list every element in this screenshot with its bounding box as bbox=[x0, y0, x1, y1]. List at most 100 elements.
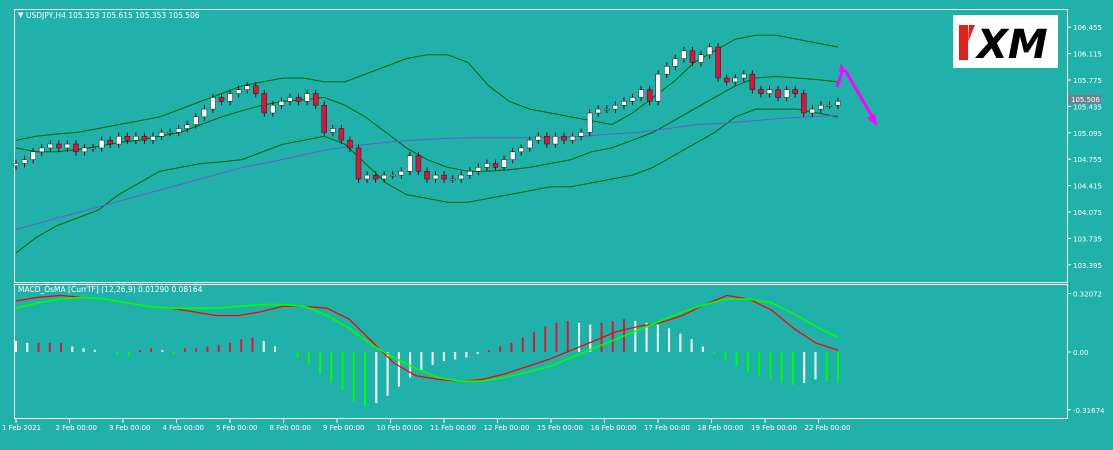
bear-candle-body bbox=[295, 97, 302, 102]
bear-candle-body bbox=[141, 136, 148, 141]
time-tick-label: 3 Feb 00:00 bbox=[109, 424, 150, 432]
time-tick-label: 19 Feb 00:00 bbox=[751, 424, 797, 432]
bull-candle-body bbox=[741, 73, 747, 79]
logo-text: XM bbox=[974, 22, 1048, 68]
price-tick-label: 104.075 bbox=[1073, 209, 1102, 217]
time-tick-label: 17 Feb 00:00 bbox=[644, 424, 690, 432]
bear-candle-body bbox=[312, 93, 319, 106]
bull-candle-body bbox=[783, 89, 790, 98]
macd-tick-label: 0.32072 bbox=[1073, 291, 1102, 299]
bull-candle-body bbox=[398, 170, 405, 176]
time-tick-label: 11 Feb 00:00 bbox=[430, 424, 476, 432]
bear-candle-body bbox=[749, 73, 756, 90]
bull-candle-body bbox=[235, 89, 242, 94]
bear-candle-body bbox=[415, 155, 422, 172]
bull-candle-body bbox=[278, 101, 285, 106]
bollinger-lower-line bbox=[15, 108, 839, 254]
bull-candle-body bbox=[90, 147, 96, 150]
time-tick-label: 15 Feb 00:00 bbox=[537, 424, 583, 432]
macd-tick-label: 0.00 bbox=[1073, 349, 1089, 357]
bear-candle-body bbox=[218, 97, 225, 102]
down-arrowhead-icon bbox=[867, 114, 877, 126]
bear-candle-body bbox=[124, 136, 131, 141]
bull-candle-body bbox=[193, 116, 199, 125]
bull-candle-body bbox=[13, 163, 19, 167]
bull-candle-body bbox=[390, 174, 396, 177]
price-tick-label: 103.735 bbox=[1073, 235, 1102, 243]
price-tick-label: 103.395 bbox=[1073, 262, 1102, 270]
price-tick-label: 105.775 bbox=[1073, 77, 1102, 85]
bear-candle-body bbox=[338, 128, 345, 141]
bull-candle-body bbox=[826, 104, 833, 107]
bull-candle-body bbox=[467, 170, 473, 176]
bear-candle-body bbox=[801, 93, 807, 114]
bear-candle-body bbox=[107, 139, 113, 145]
bull-candle-body bbox=[381, 174, 387, 180]
bull-candle-body bbox=[167, 132, 173, 134]
price-tick-label: 104.755 bbox=[1073, 156, 1102, 164]
bull-candle-body bbox=[681, 50, 687, 59]
bull-candle-body bbox=[201, 108, 208, 118]
bull-candle-body bbox=[158, 132, 165, 137]
bear-candle-body bbox=[792, 89, 798, 94]
bull-candle-body bbox=[98, 139, 105, 149]
bear-candle-body bbox=[561, 136, 567, 141]
bear-candle-body bbox=[347, 139, 353, 149]
current-price-label: 105.506 bbox=[1071, 96, 1100, 104]
macd-lines bbox=[15, 294, 839, 383]
bull-candle-body bbox=[21, 159, 28, 164]
bull-candle-body bbox=[432, 174, 439, 180]
time-tick-label: 8 Feb 00:00 bbox=[270, 424, 311, 432]
bull-candle-body bbox=[621, 101, 627, 106]
bull-candle-body bbox=[270, 104, 276, 114]
time-tick-label: 9 Feb 00:00 bbox=[323, 424, 364, 432]
time-tick-label: 18 Feb 00:00 bbox=[698, 424, 744, 432]
macd-tick-label: -0.31674 bbox=[1073, 407, 1105, 415]
macd-signal-line bbox=[15, 296, 839, 383]
bull-candle-body bbox=[116, 136, 122, 145]
macd-title: MACD_OsMA [CurrTF] (12,26,9) 0.01290 0.0… bbox=[18, 285, 203, 294]
bull-candle-body bbox=[706, 46, 713, 55]
bear-candle-body bbox=[253, 85, 259, 94]
bull-candle-body bbox=[629, 97, 636, 102]
bull-candle-body bbox=[586, 112, 593, 133]
time-tick-label: 16 Feb 00:00 bbox=[591, 424, 637, 432]
bear-candle-body bbox=[715, 46, 721, 79]
bull-candle-body bbox=[484, 163, 490, 168]
header-dropdown-icon[interactable]: ▼ bbox=[18, 11, 24, 19]
bull-candle-body bbox=[30, 151, 36, 160]
bull-candle-body bbox=[287, 97, 293, 102]
bear-candle-body bbox=[723, 77, 730, 83]
xm-logo: XM bbox=[953, 15, 1058, 68]
price-tick-label: 105.095 bbox=[1073, 130, 1102, 138]
time-tick-label: 5 Feb 00:00 bbox=[216, 424, 257, 432]
current-price-tag: 105.506 bbox=[1068, 95, 1101, 104]
time-tick-label: 12 Feb 00:00 bbox=[484, 424, 530, 432]
bear-candle-body bbox=[73, 143, 79, 153]
bull-candle-body bbox=[210, 97, 216, 110]
bull-candle-body bbox=[672, 58, 679, 67]
time-tick-label: 1 Feb 2021 bbox=[2, 424, 41, 432]
bull-candle-body bbox=[133, 136, 139, 141]
bear-candle-body bbox=[321, 104, 327, 133]
bull-candle-body bbox=[475, 167, 482, 172]
bear-candle-body bbox=[646, 89, 653, 102]
bull-candle-body bbox=[150, 136, 156, 141]
price-tick-label: 105.435 bbox=[1073, 103, 1102, 111]
bull-candle-body bbox=[175, 128, 182, 133]
bull-candle-body bbox=[604, 108, 610, 111]
bull-candle-body bbox=[407, 155, 413, 172]
bull-candle-body bbox=[509, 151, 516, 160]
bull-candle-body bbox=[578, 132, 584, 137]
bear-candle-body bbox=[261, 93, 268, 114]
bull-candle-body bbox=[38, 147, 45, 153]
bull-candle-body bbox=[595, 108, 601, 114]
time-axis: 1 Feb 2021 2 Feb 00:00 3 Feb 00:00 4 Feb 00… bbox=[2, 419, 850, 432]
down-arrow-shaft bbox=[843, 69, 875, 119]
bull-candle-body bbox=[535, 136, 542, 141]
bear-candle-body bbox=[441, 174, 447, 180]
bull-candle-body bbox=[501, 159, 507, 168]
up-arrowhead-icon bbox=[839, 63, 846, 72]
bull-candle-body bbox=[664, 66, 670, 75]
